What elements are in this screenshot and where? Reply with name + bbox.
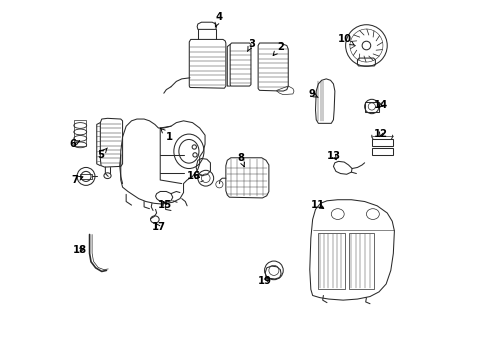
Text: 15: 15	[158, 200, 172, 210]
Bar	[317, 233, 344, 289]
Text: 2: 2	[273, 42, 283, 55]
Text: 19: 19	[258, 276, 272, 286]
Text: 13: 13	[326, 150, 340, 161]
Text: 1: 1	[161, 129, 172, 142]
Text: 10: 10	[337, 35, 354, 45]
Text: 7: 7	[72, 175, 83, 185]
Text: 11: 11	[310, 200, 325, 210]
Text: 16: 16	[187, 171, 201, 181]
Text: 14: 14	[373, 100, 387, 111]
Text: 8: 8	[237, 153, 244, 167]
Text: 18: 18	[73, 245, 87, 255]
Text: 17: 17	[151, 222, 165, 232]
Text: 12: 12	[373, 129, 387, 139]
Bar	[74, 121, 86, 145]
Text: 5: 5	[98, 148, 107, 160]
Text: 4: 4	[215, 12, 223, 27]
Text: 9: 9	[308, 89, 318, 99]
Text: 6: 6	[69, 139, 80, 149]
Bar	[348, 233, 373, 289]
Text: 3: 3	[247, 39, 255, 51]
Bar	[80, 174, 92, 179]
Bar	[371, 148, 392, 155]
Bar	[371, 139, 392, 146]
